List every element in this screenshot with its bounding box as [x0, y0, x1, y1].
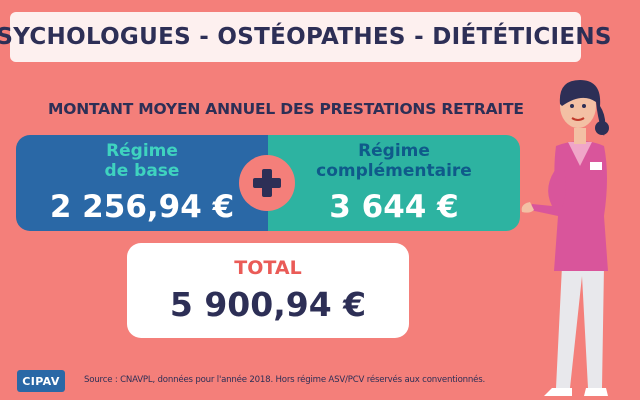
base-regime-label-line2: de base — [104, 161, 180, 181]
source-note: Source : CNAVPL, données pour l'année 20… — [84, 375, 486, 385]
total-panel: TOTAL 5 900,94 € — [127, 243, 409, 338]
complementary-regime-label-line1: Régime — [358, 141, 430, 161]
base-regime-amount: 2 256,94 € — [49, 189, 235, 225]
title-banner: PSYCHOLOGUES - OSTÉOPATHES - DIÉTÉTICIEN… — [0, 12, 611, 62]
total-amount: 5 900,94 € — [169, 285, 367, 324]
total-label: TOTAL — [234, 257, 302, 279]
page-title: PSYCHOLOGUES - OSTÉOPATHES - DIÉTÉTICIEN… — [0, 24, 612, 50]
base-regime-label-line1: Régime — [106, 141, 178, 161]
complementary-regime-label-line2: complémentaire — [316, 161, 472, 181]
complementary-regime-panel: Régime complémentaire 3 644 € — [268, 135, 520, 231]
cipav-logo: CIPAV — [17, 370, 65, 392]
complementary-regime-amount: 3 644 € — [329, 189, 459, 225]
complementary-regime-label: Régime complémentaire — [316, 141, 472, 181]
base-regime-panel: Régime de base 2 256,94 € — [16, 135, 268, 231]
plus-icon — [239, 155, 295, 211]
section-subtitle: MONTANT MOYEN ANNUEL DES PRESTATIONS RET… — [48, 100, 524, 118]
base-regime-label: Régime de base — [105, 141, 180, 181]
woman-illustration — [512, 66, 640, 400]
